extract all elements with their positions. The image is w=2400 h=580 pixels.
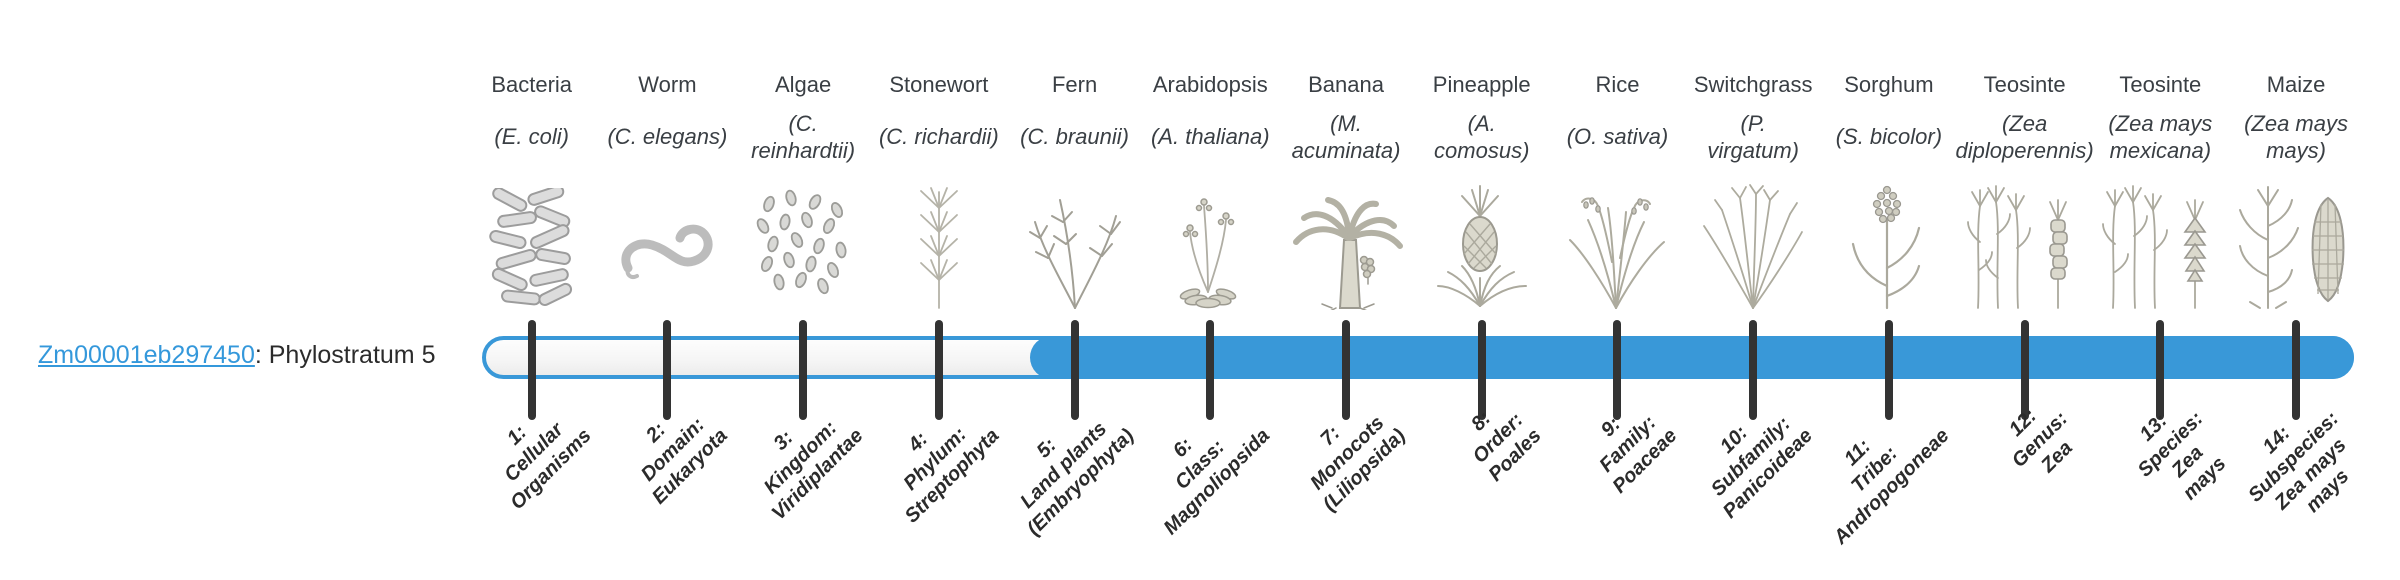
- organism-scientific-name: (C. elegans): [607, 124, 728, 150]
- organism-common-name: Banana: [1308, 72, 1384, 97]
- organism-column: Worm (C. elegans): [592, 56, 742, 316]
- sorghum-illustration: [1839, 176, 1939, 316]
- organism-scientific-name: (Zea mays mexicana): [2108, 110, 2213, 164]
- organism-scientific-name: (P. virgatum): [1707, 110, 1800, 164]
- organism-common-name: Pineapple: [1432, 72, 1531, 97]
- organism-column: Pineapple (A. comosus): [1407, 56, 1557, 316]
- organism-column: Sorghum (S. bicolor): [1814, 56, 1964, 316]
- phylostratum-label-text: 5: Land plants (Embryophyta): [1016, 417, 1139, 540]
- tick-mark: [1070, 320, 1079, 420]
- organism-scientific-name: (C. richardii): [878, 124, 999, 150]
- organism-common-name: Stonewort: [889, 72, 989, 97]
- organism-column: Stonewort (C. richardii): [864, 56, 1014, 316]
- phylostratum-label-text: 4: Phylum: Streptophyta: [899, 423, 1004, 528]
- organism-scientific-name: (M. acuminata): [1291, 110, 1401, 164]
- track-fill-phylostratum-range: [1030, 336, 2354, 379]
- organism-scientific-name: (A. comosus): [1434, 110, 1530, 164]
- tick-mark: [1613, 320, 1622, 420]
- worm-illustration: [612, 176, 722, 316]
- phylostratum-label-text: 9: Family: Poaceae: [1595, 411, 1682, 498]
- organism-column: Switchgrass (P. virgatum): [1678, 56, 1828, 316]
- organism-column: Rice (O. sativa): [1542, 56, 1692, 316]
- tick-mark: [2292, 320, 2301, 420]
- stonewort-illustration: [894, 176, 984, 316]
- tick-mark: [799, 320, 808, 420]
- organism-scientific-name: (E. coli): [494, 124, 569, 150]
- phylostratum-label-text: 7: Monocots (Liliopsida): [1306, 412, 1411, 516]
- organism-scientific-name: (Zea diploperennis): [1955, 110, 2094, 164]
- gene-phylostratum-text: : Phylostratum 5: [254, 341, 436, 369]
- tick-mark: [1477, 320, 1486, 420]
- organism-column: Algae (C. reinhardtii): [728, 56, 878, 316]
- organism-column: Bacteria (E. coli): [457, 56, 607, 316]
- organism-common-name: Sorghum: [1844, 72, 1934, 97]
- phylostratum-label-text: 3: Kingdom: Viridiplantae: [759, 416, 868, 525]
- organism-common-name: Teosinte: [1983, 72, 2066, 97]
- phylostratum-label-text: 13: Species: Zea mays: [2133, 407, 2231, 505]
- organism-common-name: Fern: [1051, 72, 1098, 97]
- phylostratum-label-text: 2: Domain: Eukaryota: [636, 413, 732, 509]
- organism-scientific-name: (A. thaliana): [1150, 124, 1270, 150]
- phylostratum-label-text: 1: Cellular Organisms: [500, 418, 596, 515]
- switchgrass-illustration: [1698, 176, 1808, 316]
- arabidopsis-illustration: [1158, 176, 1262, 316]
- organism-common-name: Bacteria: [491, 72, 573, 97]
- tick-mark: [1206, 320, 1215, 420]
- rice-illustration: [1562, 176, 1672, 316]
- teosinte-mexicana-illustration: [2095, 176, 2225, 316]
- organism-common-name: Worm: [638, 72, 697, 97]
- phylostratum-label-text: 10: Subfamily: Panicoideae: [1707, 412, 1818, 523]
- phylostratum-label-text: 8: Order: Poales: [1467, 407, 1546, 486]
- tick-mark: [2156, 320, 2165, 420]
- organism-column: Teosinte (Zea diploperennis): [1950, 56, 2100, 316]
- organism-column: Fern (C. braunii): [1000, 56, 1150, 316]
- organism-scientific-name: (C. braunii): [1020, 124, 1129, 150]
- organism-column: Arabidopsis (A. thaliana): [1135, 56, 1285, 316]
- organism-column: Teosinte (Zea mays mexicana): [2085, 56, 2235, 316]
- gene-label: Zm00001eb297450: Phylostratum 5: [38, 341, 436, 370]
- organism-common-name: Maize: [2266, 72, 2326, 97]
- organism-scientific-name: (O. sativa): [1566, 124, 1669, 150]
- banana-illustration: [1288, 176, 1404, 316]
- organism-scientific-name: (C. reinhardtii): [751, 110, 856, 164]
- organism-column: Maize (Zea mays mays): [2221, 56, 2371, 316]
- algae-illustration: [751, 176, 855, 316]
- tick-mark: [1884, 320, 1893, 420]
- gene-link[interactable]: Zm00001eb297450: [38, 341, 255, 369]
- organism-scientific-name: (Zea mays mays): [2244, 110, 2348, 164]
- tick-mark: [663, 320, 672, 420]
- phylostratum-label-text: 12: Genus: Zea: [2004, 404, 2077, 477]
- organism-common-name: Arabidopsis: [1152, 72, 1268, 97]
- tick-mark: [527, 320, 536, 420]
- tick-mark: [2020, 320, 2029, 420]
- organism-common-name: Teosinte: [2119, 72, 2202, 97]
- bacteria-illustration: [488, 176, 576, 316]
- tick-mark: [1342, 320, 1351, 420]
- phylostratum-label-text: 14: Subspecies: Zea mays mays: [2244, 407, 2354, 517]
- tick-mark: [1749, 320, 1758, 420]
- organism-common-name: Algae: [774, 72, 832, 97]
- organism-column: Banana (M. acuminata): [1271, 56, 1421, 316]
- fern-illustration: [1020, 176, 1130, 316]
- phylostratum-label-text: 11: Tribe: Andropogoneae: [1829, 424, 1954, 549]
- pineapple-illustration: [1430, 176, 1534, 316]
- teosinte-diploperennis-illustration: [1960, 176, 2090, 316]
- organism-common-name: Rice: [1595, 72, 1640, 97]
- tick-mark: [934, 320, 943, 420]
- phylostratum-label-text: 6: Class: Magnoliopsida: [1159, 424, 1275, 540]
- maize-illustration: [2230, 176, 2362, 316]
- organism-common-name: Switchgrass: [1693, 72, 1813, 97]
- organism-scientific-name: (S. bicolor): [1835, 124, 1943, 150]
